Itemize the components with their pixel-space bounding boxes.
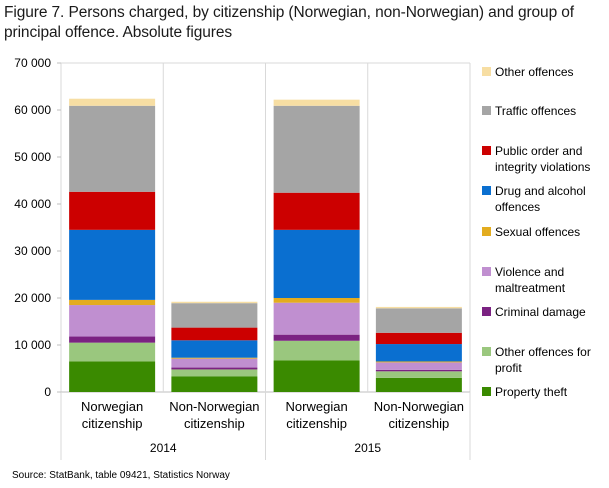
legend-swatch: [482, 146, 491, 155]
legend-label: Violence and: [495, 265, 564, 279]
legend-label: Public order and: [495, 144, 582, 158]
bar-segment-traffic-offences: [273, 105, 360, 193]
legend-label: Other offences for: [495, 345, 591, 359]
legend-label: Criminal damage: [495, 305, 586, 319]
legend-swatch: [482, 387, 491, 396]
bar-segment-sexual-offences: [171, 357, 258, 359]
legend: Other offences Traffic offences Public ord…: [482, 65, 591, 399]
bar-segment-traffic-offences: [69, 105, 156, 192]
y-tick-label: 20 000: [14, 291, 51, 305]
group-label: 2015: [354, 441, 381, 455]
category-label-line2: citizenship: [82, 416, 143, 431]
bar-segment-property-theft: [171, 376, 258, 392]
legend-label: Sexual offences: [495, 225, 580, 239]
bar-segment-public-order-and-integrity-violations: [69, 191, 156, 230]
bar-segment-criminal-damage: [273, 334, 360, 341]
legend-swatch: [482, 227, 491, 236]
category-label-line2: citizenship: [184, 416, 245, 431]
bar-segment-sexual-offences: [375, 361, 462, 363]
bar-segment-sexual-offences: [69, 299, 156, 306]
category-label-line2: citizenship: [389, 416, 450, 431]
y-tick-label: 70 000: [14, 56, 51, 70]
bar-segment-criminal-damage: [375, 369, 462, 372]
bar-segment-drug-and-alcohol-offences: [69, 229, 156, 300]
plot-area: 0 10 000 20 000 30 000 40 000 50 000 60 000 70 …: [14, 56, 471, 460]
category-label-line2: citizenship: [286, 416, 347, 431]
bar-segment-public-order-and-integrity-violations: [273, 192, 360, 230]
category-label-line1: Norwegian: [286, 399, 348, 414]
bar-segment-drug-and-alcohol-offences: [171, 340, 258, 358]
legend-label: Traffic offences: [495, 104, 576, 118]
bar-segment-violence-and-maltreatment: [69, 305, 156, 337]
bar-segment-sexual-offences: [273, 298, 360, 303]
bar-segment-other-offences-for-profit: [171, 369, 258, 377]
bar-segment-other-offences-for-profit: [69, 342, 156, 362]
bar-segment-other-offences: [273, 99, 360, 106]
legend-swatch: [482, 307, 491, 316]
bar-segment-other-offences: [69, 98, 156, 106]
legend-swatch: [482, 67, 491, 76]
bar-segment-drug-and-alcohol-offences: [273, 229, 360, 298]
legend-swatch: [482, 186, 491, 195]
legend-label: profit: [495, 361, 522, 375]
bar-segment-violence-and-maltreatment: [273, 302, 360, 335]
bar-segment-violence-and-maltreatment: [375, 362, 462, 370]
chart-title: Figure 7. Persons charged, by citizenshi…: [4, 4, 575, 41]
bar-segment-violence-and-maltreatment: [171, 358, 258, 368]
legend-swatch: [482, 106, 491, 115]
bar-segment-other-offences: [171, 301, 258, 304]
bar-segment-criminal-damage: [171, 367, 258, 370]
bar-segment-other-offences-for-profit: [273, 340, 360, 361]
legend-label: integrity violations: [495, 160, 590, 174]
legend-label: Other offences: [495, 65, 574, 79]
bar-segment-public-order-and-integrity-violations: [171, 327, 258, 341]
bar-segment-drug-and-alcohol-offences: [375, 344, 462, 362]
bar-segment-public-order-and-integrity-violations: [375, 332, 462, 345]
y-tick-label: 30 000: [14, 244, 51, 258]
y-tick-label: 60 000: [14, 103, 51, 117]
legend-swatch: [482, 347, 491, 356]
y-tick-label: 40 000: [14, 197, 51, 211]
bar-segment-property-theft: [273, 360, 360, 392]
legend-label: offences: [495, 200, 540, 214]
category-label-line1: Non-Norwegian: [169, 399, 259, 414]
y-tick-label: 0: [44, 385, 51, 399]
bar-segment-other-offences: [375, 306, 462, 309]
bar-segment-traffic-offences: [171, 303, 258, 328]
bar-segment-traffic-offences: [375, 308, 462, 333]
legend-label: Drug and alcohol: [495, 184, 586, 198]
y-tick-label: 50 000: [14, 150, 51, 164]
legend-swatch: [482, 267, 491, 276]
bar-segment-property-theft: [69, 361, 156, 392]
legend-label: Property theft: [495, 385, 568, 399]
source-note: Source: StatBank, table 09421, Statistic…: [12, 470, 230, 481]
category-label-line1: Non-Norwegian: [374, 399, 464, 414]
legend-label: maltreatment: [495, 281, 566, 295]
y-tick-label: 10 000: [14, 338, 51, 352]
bar-segment-property-theft: [375, 377, 462, 392]
bar-segment-other-offences-for-profit: [375, 371, 462, 378]
category-label-line1: Norwegian: [81, 399, 143, 414]
group-label: 2014: [150, 441, 177, 455]
bar-segment-criminal-damage: [69, 336, 156, 343]
